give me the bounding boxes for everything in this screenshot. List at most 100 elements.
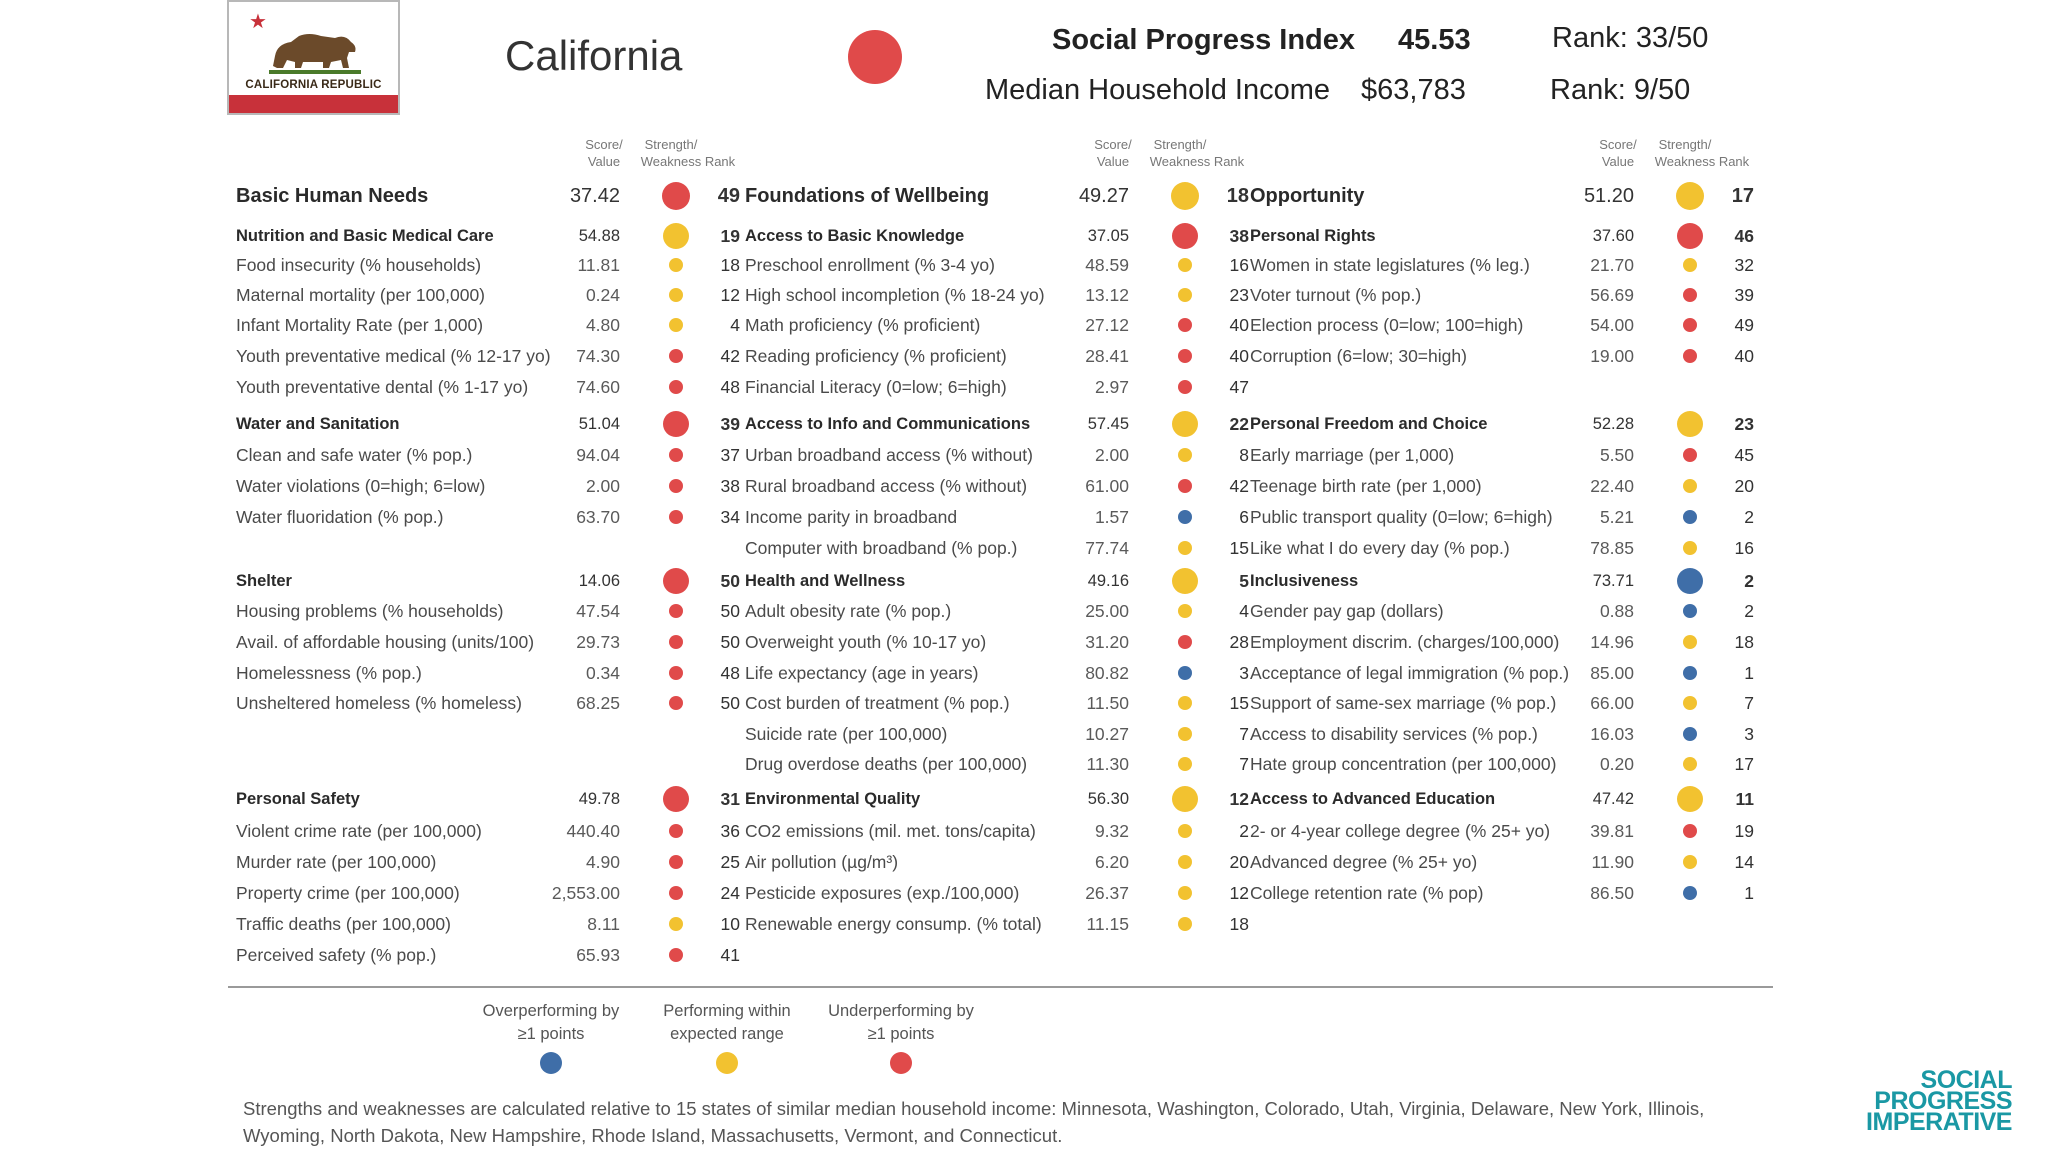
row-label: Basic Human Needs: [236, 185, 429, 207]
row-value: 49.78: [578, 790, 620, 808]
status-dot: [669, 886, 683, 900]
status-dot: [1172, 568, 1198, 594]
status-dot: [1683, 855, 1697, 869]
status-dot: [1178, 666, 1192, 680]
row-rank: 18: [1229, 914, 1249, 934]
income-label: Median Household Income: [985, 74, 1330, 106]
row-label: Air pollution (µg/m³): [745, 852, 899, 872]
row-value: 11.90: [1591, 852, 1635, 872]
row-rank: 28: [1229, 632, 1249, 652]
indicator-row: Murder rate (per 100,000) 4.90 25: [236, 848, 750, 876]
row-rank: 1: [1744, 883, 1754, 903]
row-label: Suicide rate (per 100,000): [745, 724, 948, 744]
indicator-row: Urban broadband access (% without) 2.00 8: [745, 441, 1259, 469]
flag-text: CALIFORNIA REPUBLIC: [245, 79, 382, 91]
indicator-row: Water fluoridation (% pop.) 63.70 34: [236, 503, 750, 531]
row-label: Health and Wellness: [745, 572, 906, 590]
indicator-row: Gender pay gap (dollars) 0.88 2: [1250, 597, 1764, 625]
indicator-row: Adult obesity rate (% pop.) 25.00 4: [745, 597, 1259, 625]
row-rank: 2: [1239, 821, 1249, 841]
status-dot: [669, 318, 683, 332]
indicator-row: Water violations (0=high; 6=low) 2.00 38: [236, 472, 750, 500]
status-dot: [669, 448, 683, 462]
row-rank: 50: [720, 601, 740, 621]
row-label: Maternal mortality (per 100,000): [236, 285, 485, 305]
row-rank: 50: [720, 632, 740, 652]
social-progress-imperative-logo: SOCIAL PROGRESS IMPERATIVE: [1862, 1068, 2012, 1135]
row-value: 56.30: [1087, 790, 1129, 808]
row-value: 26.37: [1085, 883, 1129, 903]
indicator-row: Support of same-sex marriage (% pop.) 66.…: [1250, 689, 1764, 717]
status-dot: [669, 510, 683, 524]
row-rank: 2: [1744, 601, 1754, 621]
row-value: 10.27: [1085, 724, 1129, 744]
row-rank: 16: [1734, 538, 1754, 558]
legend-dot-yellow: [716, 1052, 738, 1074]
indicator-row: Unsheltered homeless (% homeless) 68.25 50: [236, 689, 750, 717]
row-rank: 36: [720, 821, 740, 841]
row-label: Overweight youth (% 10-17 yo): [745, 632, 987, 652]
component-row: Water and Sanitation 51.04 39: [236, 410, 750, 438]
rank-header: Rank: [1213, 154, 1245, 169]
status-dot: [1683, 696, 1697, 710]
row-rank: 23: [1229, 285, 1249, 305]
row-label: Personal Safety: [236, 790, 360, 808]
row-label: Homelessness (% pop.): [236, 663, 422, 683]
row-value: 11.50: [1086, 693, 1130, 713]
status-dot: [669, 288, 683, 302]
row-value: 66.00: [1590, 693, 1634, 713]
row-value: 54.88: [578, 227, 620, 245]
status-dot: [1677, 223, 1703, 249]
row-label: Gender pay gap (dollars): [1250, 601, 1444, 621]
state-status-dot: [848, 30, 902, 84]
status-dot: [669, 666, 683, 680]
row-rank: 40: [1229, 315, 1249, 335]
row-value: 21.70: [1590, 255, 1634, 275]
indicator-row: Property crime (per 100,000) 2,553.00 24: [236, 879, 750, 907]
indicator-row: Violent crime rate (per 100,000) 440.40 36: [236, 817, 750, 845]
indicator-row: Pesticide exposures (exp./100,000) 26.37 1…: [745, 879, 1259, 907]
status-dot: [1683, 886, 1697, 900]
row-label: Pesticide exposures (exp./100,000): [745, 883, 1020, 903]
row-label: Advanced degree (% 25+ yo): [1250, 852, 1478, 872]
score-header: Score/Value: [574, 136, 634, 170]
strength-header-line: Weakness: [640, 154, 702, 169]
legend-text: Performing within: [663, 1002, 791, 1020]
row-rank: 18: [1226, 185, 1249, 207]
row-value: 37.42: [569, 185, 620, 207]
row-rank: 32: [1734, 255, 1754, 275]
row-label: Financial Literacy (0=low; 6=high): [745, 377, 1007, 397]
row-value: 29.73: [576, 632, 620, 652]
row-label: Violent crime rate (per 100,000): [236, 821, 482, 841]
status-dot: [1683, 604, 1697, 618]
component-row: Personal Freedom and Choice 52.28 23: [1250, 410, 1764, 438]
row-label: Like what I do every day (% pop.): [1250, 538, 1510, 558]
indicator-row: Cost burden of treatment (% pop.) 11.50 15: [745, 689, 1259, 717]
indicator-row: Advanced degree (% 25+ yo) 11.90 14: [1250, 848, 1764, 876]
row-rank: 20: [1229, 852, 1249, 872]
score-header-line: Value: [1096, 154, 1130, 169]
component-row: Access to Info and Communications 57.45 22: [745, 410, 1259, 438]
row-rank: 6: [1239, 507, 1249, 527]
row-rank: 4: [730, 315, 740, 335]
row-value: 85.00: [1590, 663, 1634, 683]
row-value: 1.57: [1094, 507, 1129, 527]
indicator-row: Drug overdose deaths (per 100,000) 11.30 7: [745, 750, 1259, 778]
row-value: 49.16: [1087, 572, 1129, 590]
row-value: 78.85: [1590, 538, 1634, 558]
row-rank: 18: [1734, 632, 1754, 652]
row-rank: 2: [1744, 507, 1754, 527]
row-label: CO2 emissions (mil. met. tons/capita): [745, 821, 1036, 841]
row-value: 47.54: [576, 601, 620, 621]
row-rank: 20: [1734, 476, 1754, 496]
row-rank: 18: [720, 255, 740, 275]
component-row: Inclusiveness 73.71 2: [1250, 567, 1764, 595]
row-label: Corruption (6=low; 30=high): [1250, 346, 1467, 366]
strength-header-line: Strength/: [644, 137, 698, 152]
row-value: 14.96: [1590, 632, 1634, 652]
row-value: 13.12: [1085, 285, 1129, 305]
row-value: 49.27: [1078, 185, 1129, 207]
row-label: Murder rate (per 100,000): [236, 852, 437, 872]
row-rank: 17: [1731, 185, 1754, 207]
row-value: 86.50: [1590, 883, 1634, 903]
